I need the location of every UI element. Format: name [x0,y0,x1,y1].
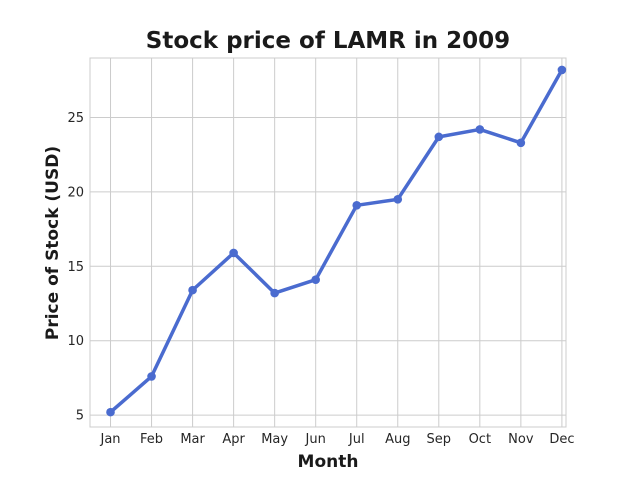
data-point [270,288,279,298]
chart-title: Stock price of LAMR in 2009 [146,28,510,54]
data-point [516,138,526,148]
data-point [106,407,115,417]
x-tick-label: Jul [348,432,365,447]
x-tick-label: Aug [385,432,410,447]
data-point [557,65,567,75]
data-point [311,275,320,284]
data-point [475,125,485,134]
data-point [434,132,444,142]
x-axis-label: Month [298,452,359,472]
series-layer [106,65,567,417]
y-tick-label: 10 [67,334,84,349]
grid [90,58,566,427]
x-tick-label: Oct [469,432,491,447]
y-tick-label: 20 [67,185,84,200]
data-point [147,372,156,381]
plot-frame [89,57,567,428]
x-tick-label: Dec [549,432,574,447]
x-tick-label: Apr [222,432,245,447]
x-tick-label: Sep [427,432,452,447]
y-tick-label: 15 [67,260,84,275]
y-tick-label: 25 [67,111,84,126]
y-tick-label: 5 [76,409,84,424]
y-axis-label: Price of Stock (USD) [43,146,63,340]
data-point [229,248,238,258]
x-tick-label: Feb [140,432,163,447]
x-tick-label: Jun [305,432,326,447]
x-tick-label: Mar [180,432,205,447]
x-tick-label: May [261,432,288,447]
data-point [393,195,403,204]
data-point [188,285,197,295]
tick-labels: Jan Feb Mar Apr May Jun Jul Aug Sep Oct Nov Dec 5 10 1… [67,111,574,447]
x-tick-label: Jan [99,432,120,447]
series-line [108,68,564,414]
data-point [352,201,362,210]
x-tick-label: Nov [508,432,534,447]
